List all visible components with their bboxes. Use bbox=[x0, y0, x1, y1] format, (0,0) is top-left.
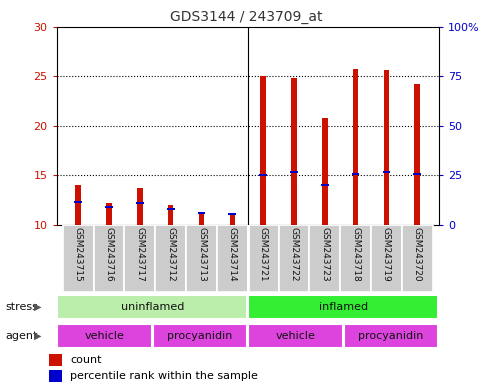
Bar bbox=[63, 225, 94, 292]
Bar bbox=[310, 225, 340, 292]
Text: GSM243721: GSM243721 bbox=[259, 227, 268, 281]
Bar bbox=[344, 324, 438, 348]
Bar bbox=[57, 295, 247, 319]
Text: GDS3144 / 243709_at: GDS3144 / 243709_at bbox=[170, 10, 323, 23]
Bar bbox=[413, 173, 421, 175]
Bar bbox=[230, 214, 235, 225]
Text: GSM243718: GSM243718 bbox=[351, 227, 360, 281]
Text: procyanidin: procyanidin bbox=[167, 331, 233, 341]
Bar bbox=[353, 70, 358, 225]
Bar bbox=[217, 225, 248, 292]
Bar bbox=[383, 171, 390, 174]
Text: GSM243712: GSM243712 bbox=[166, 227, 175, 281]
Bar bbox=[228, 212, 236, 215]
Bar bbox=[402, 225, 433, 292]
Bar bbox=[124, 225, 155, 292]
Bar bbox=[75, 185, 81, 225]
Bar bbox=[248, 295, 438, 319]
Bar bbox=[136, 202, 144, 204]
Bar bbox=[167, 208, 175, 210]
Bar bbox=[198, 212, 206, 214]
Bar bbox=[248, 324, 343, 348]
Bar bbox=[153, 324, 247, 348]
Bar bbox=[105, 205, 113, 208]
Bar bbox=[290, 171, 298, 174]
Bar bbox=[248, 225, 279, 292]
Text: procyanidin: procyanidin bbox=[358, 331, 423, 341]
Bar bbox=[340, 225, 371, 292]
Bar bbox=[371, 225, 402, 292]
Text: vehicle: vehicle bbox=[276, 331, 316, 341]
Bar bbox=[155, 225, 186, 292]
Text: stress: stress bbox=[5, 302, 38, 312]
Bar bbox=[321, 184, 329, 186]
Bar bbox=[94, 225, 124, 292]
Bar bbox=[168, 205, 174, 225]
Text: GSM243716: GSM243716 bbox=[105, 227, 113, 281]
Bar bbox=[74, 201, 82, 203]
Bar bbox=[352, 173, 359, 175]
Bar bbox=[322, 118, 327, 225]
Bar bbox=[49, 370, 62, 382]
Text: GSM243715: GSM243715 bbox=[74, 227, 83, 281]
Text: inflamed: inflamed bbox=[318, 302, 368, 312]
Text: vehicle: vehicle bbox=[84, 331, 124, 341]
Text: GSM243719: GSM243719 bbox=[382, 227, 391, 281]
Bar bbox=[186, 225, 217, 292]
Bar bbox=[137, 188, 142, 225]
Text: ▶: ▶ bbox=[34, 331, 41, 341]
Text: ▶: ▶ bbox=[34, 302, 41, 312]
Text: agent: agent bbox=[5, 331, 37, 341]
Bar bbox=[106, 203, 112, 225]
Text: uninflamed: uninflamed bbox=[120, 302, 184, 312]
Bar bbox=[57, 324, 151, 348]
Text: GSM243717: GSM243717 bbox=[136, 227, 144, 281]
Bar bbox=[49, 354, 62, 366]
Bar bbox=[259, 174, 267, 176]
Text: count: count bbox=[70, 355, 102, 365]
Text: GSM243723: GSM243723 bbox=[320, 227, 329, 281]
Bar bbox=[279, 225, 310, 292]
Text: GSM243714: GSM243714 bbox=[228, 227, 237, 281]
Text: GSM243713: GSM243713 bbox=[197, 227, 206, 281]
Text: GSM243722: GSM243722 bbox=[289, 227, 298, 281]
Bar bbox=[199, 213, 204, 225]
Bar bbox=[384, 70, 389, 225]
Bar bbox=[291, 78, 297, 225]
Text: percentile rank within the sample: percentile rank within the sample bbox=[70, 371, 258, 381]
Bar bbox=[260, 76, 266, 225]
Text: GSM243720: GSM243720 bbox=[413, 227, 422, 281]
Bar bbox=[415, 84, 420, 225]
